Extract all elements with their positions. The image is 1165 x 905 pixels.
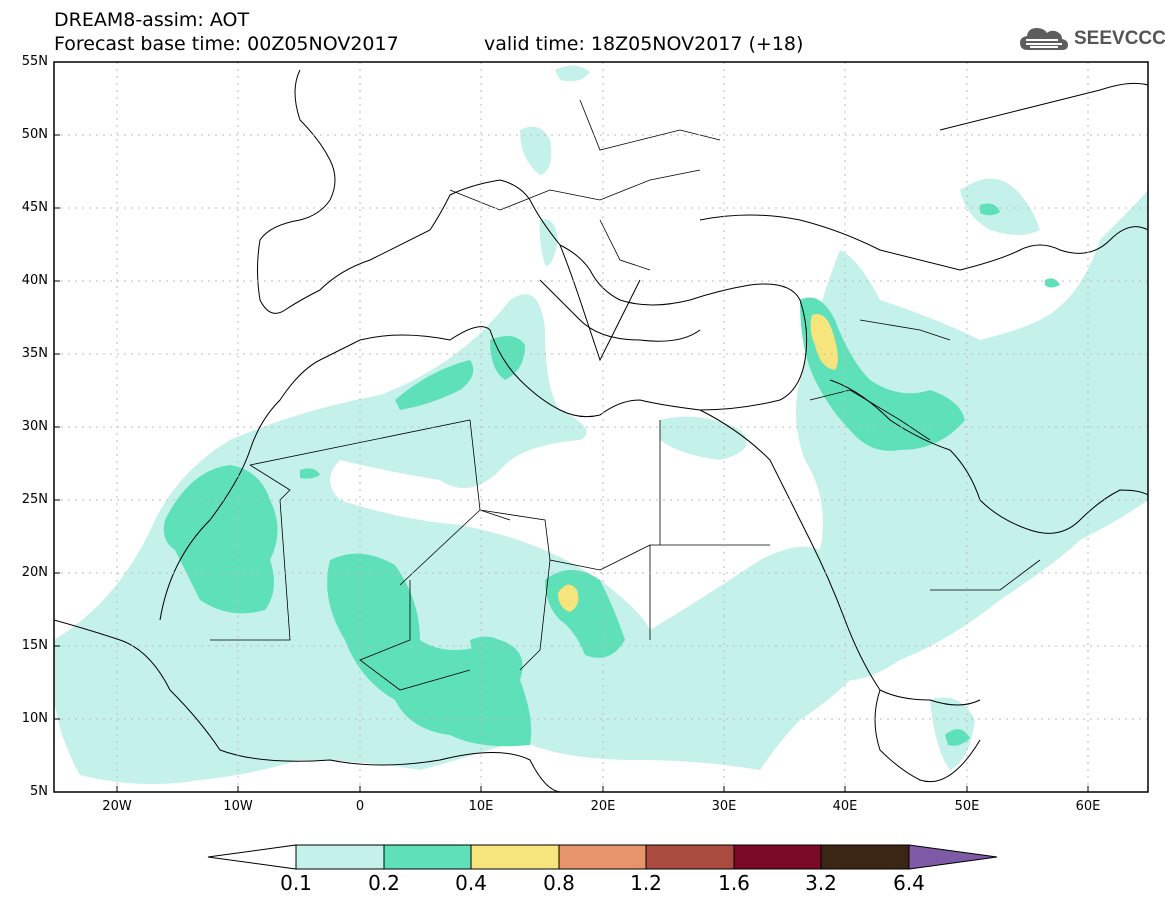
colorbar-label: 0.4	[455, 871, 487, 895]
colorbar-label: 3.2	[805, 871, 837, 895]
colorbar-label: 0.8	[543, 871, 575, 895]
colorbar-label: 0.1	[280, 871, 312, 895]
lon-label: 20E	[590, 799, 616, 814]
lon-label: 60E	[1075, 799, 1101, 814]
lon-label: 0	[355, 799, 365, 814]
lat-label: 10N	[21, 711, 48, 726]
colorbar-label: 1.2	[630, 871, 662, 895]
colorbar-label: 6.4	[893, 871, 925, 895]
axis-ticks	[54, 134, 1089, 792]
lat-label: 55N	[21, 54, 48, 69]
lat-label: 40N	[21, 273, 48, 288]
seevccc-logo: SEEVCCC	[1018, 24, 1165, 54]
lat-label: 25N	[21, 492, 48, 507]
colorbar-bin	[733, 844, 822, 870]
colorbar-low-arrow	[207, 844, 297, 870]
lat-label: 45N	[21, 200, 48, 215]
map-title: DREAM8-assim: AOT	[54, 9, 250, 31]
lon-label: 10E	[468, 799, 494, 814]
lon-label: 50E	[954, 799, 980, 814]
valid-time: valid time: 18Z05NOV2017 (+18)	[484, 33, 804, 55]
colorbar-bin	[820, 844, 910, 870]
cloud-logo-icon	[1020, 28, 1068, 50]
lat-label: 20N	[21, 565, 48, 580]
lon-label: 10W	[223, 799, 253, 814]
lat-label: 5N	[30, 784, 48, 799]
aot-level-0.1	[54, 65, 1148, 784]
lon-label: 30E	[711, 799, 737, 814]
colorbar-bin	[470, 844, 560, 870]
forecast-base-time: Forecast base time: 00Z05NOV2017	[54, 33, 399, 55]
aot-level-0.4	[558, 314, 838, 612]
lon-label: 40E	[832, 799, 858, 814]
colorbar-label: 1.6	[718, 871, 750, 895]
colorbar-high-arrow	[908, 844, 998, 870]
colorbar-bin	[645, 844, 735, 870]
lat-label: 15N	[21, 638, 48, 653]
logo-text: SEEVCCC	[1074, 28, 1165, 49]
aot-shading	[54, 65, 1148, 784]
colorbar-label: 0.2	[368, 871, 400, 895]
lat-label: 35N	[21, 346, 48, 361]
colorbar-bin	[295, 844, 385, 870]
graticule	[54, 62, 1148, 792]
lat-label: 50N	[21, 127, 48, 142]
colorbar-bin	[558, 844, 647, 870]
aot-level-0.2	[163, 203, 1060, 747]
country-borders	[210, 99, 1041, 691]
lon-label: 20W	[102, 799, 132, 814]
colorbar-bin	[383, 844, 472, 870]
colorbar	[207, 844, 998, 870]
coastlines	[54, 69, 1148, 792]
lat-label: 30N	[21, 419, 48, 434]
